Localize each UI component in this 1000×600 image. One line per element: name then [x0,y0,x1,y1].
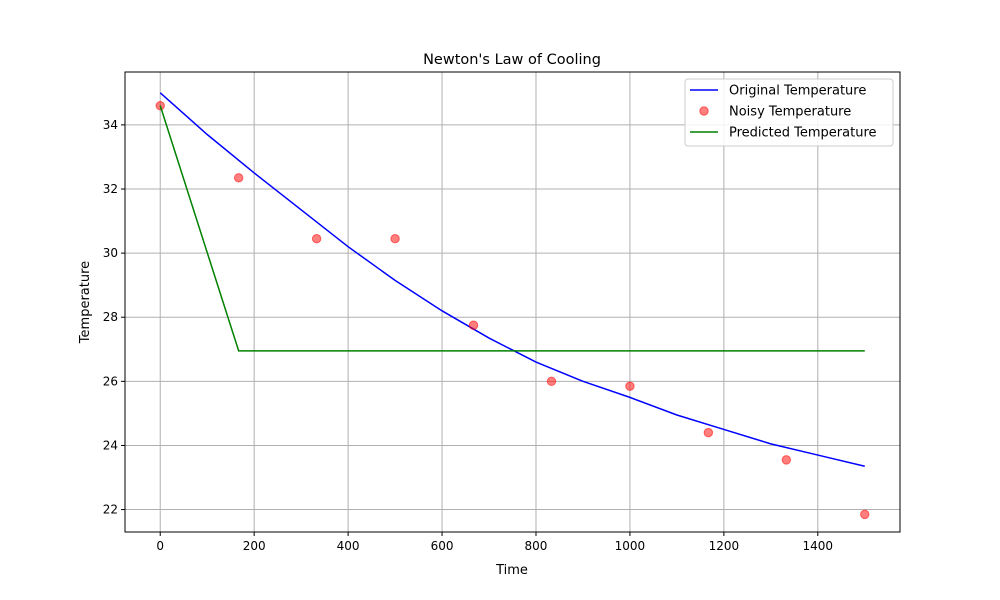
y-axis: 22 24 26 28 30 32 34 [103,118,125,517]
legend-box [684,78,894,147]
x-tick-label: 1000 [615,539,646,553]
noisy-temperature-legend-label: Noisy Temperature [729,105,851,120]
noisy-temperature-point [781,455,792,465]
x-tick-label: 1200 [709,539,740,553]
noisy-temperature-point [155,100,165,111]
y-tick-label: 22 [103,503,118,517]
chart-title: Newton's Law of Cooling [423,52,601,68]
x-axis-label: Time [495,563,528,578]
x-axis: 0 200 400 600 800 1000 1200 1400 [156,532,833,553]
x-tick-label: 400 [337,539,360,553]
noisy-temperature-point [703,427,714,438]
y-tick-label: 30 [103,246,118,260]
noisy-temperature-point [625,381,635,391]
noisy-temperature-legend-swatch [699,106,709,116]
y-tick-label: 26 [103,374,118,388]
original-temperature-line [159,92,865,468]
plot-frame [124,71,901,533]
noisy-temperature-point [546,376,557,387]
noisy-temperature-point [233,173,244,183]
y-tick-label: 24 [103,438,118,452]
noisy-temperature-point [860,509,870,520]
x-tick-label: 800 [525,539,548,553]
x-tick-label: 200 [243,539,266,553]
grid [125,72,900,532]
noisy-temperature-point [311,233,322,244]
y-axis-label: Temperature [78,261,93,344]
plot-area [155,92,870,520]
predicted-temperature-legend-label: Predicted Temperature [729,126,877,141]
legend: Original Temperature Noisy Temperature Pre… [684,78,894,147]
x-tick-label: 0 [156,539,164,553]
noisy-temperature-point [390,233,400,244]
predicted-temperature-line [159,105,865,352]
noisy-temperature-point [468,320,479,330]
y-tick-label: 32 [103,182,118,196]
y-tick-label: 28 [103,310,118,324]
x-tick-label: 1400 [803,539,834,553]
x-tick-label: 600 [431,539,454,553]
y-tick-label: 34 [103,118,118,132]
original-temperature-legend-label: Original Temperature [729,84,866,99]
